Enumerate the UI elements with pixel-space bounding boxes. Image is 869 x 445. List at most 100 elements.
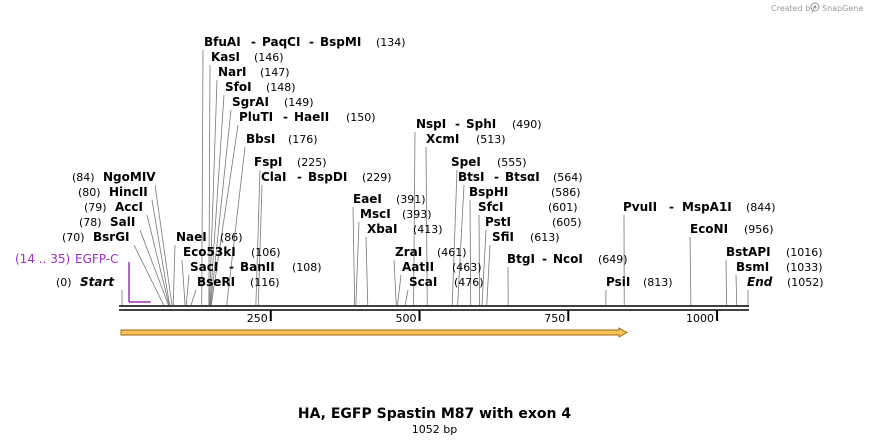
orf-arrow[interactable] (120, 327, 628, 338)
site-acci: AccI (115, 200, 143, 214)
site-group-nari[interactable]: NarI (147) (218, 65, 290, 79)
site-sali: SalI (110, 215, 135, 229)
site-group-aatii[interactable]: AatII (463) (402, 260, 482, 274)
axis-ticks: 250 500 750 1000 (247, 310, 719, 325)
leader-bstapi (725, 259, 727, 306)
leader-ngomiv (154, 184, 173, 306)
pos-bsphi: (586) (551, 186, 581, 199)
leader-eaei (352, 206, 356, 306)
leader-psti (481, 229, 487, 306)
site-group-eaei[interactable]: EaeI (391) (353, 192, 426, 206)
svg-text:-: - (455, 117, 460, 131)
site-group-nspi[interactable]: NspI - SphI (490) (416, 117, 542, 131)
site-group-econi[interactable]: EcoNI (956) (690, 222, 774, 236)
start-label: Start (80, 275, 115, 289)
site-group-clai[interactable]: ClaI - BspDI (229) (261, 170, 392, 184)
svg-text:-: - (297, 170, 302, 184)
pos-bseri: (116) (250, 276, 280, 289)
site-group-psii[interactable]: PsiI (813) (606, 275, 673, 289)
site-bsrgi: BsrGI (93, 230, 130, 244)
site-group-naei[interactable]: NaeI (86) (176, 230, 243, 244)
site-btsai: BtsαI (505, 170, 540, 184)
pos-psti: (605) (552, 216, 582, 229)
site-sfii: SfiI (492, 230, 514, 244)
leader-bseri (190, 289, 197, 306)
site-group-saci[interactable]: SacI - BanII (108) (190, 260, 322, 274)
site-group-fspi[interactable]: FspI (225) (254, 155, 327, 169)
pos-sphi: (490) (512, 118, 542, 131)
leader-sali (139, 229, 169, 306)
pos-fspi: (225) (297, 156, 327, 169)
site-group-btsi[interactable]: BtsI - BtsαI (564) (458, 170, 583, 184)
credit-brand: SnapGene (822, 4, 863, 13)
svg-text:-: - (309, 35, 314, 49)
leader-bfuai (201, 49, 204, 306)
leader-econi (689, 236, 692, 306)
site-group-hincii[interactable]: (80) HincII (78, 185, 148, 199)
site-group-bbsi[interactable]: BbsI (176) (246, 132, 318, 146)
pos-bspmi: (134) (376, 36, 406, 49)
site-group-eco53ki[interactable]: Eco53kI (106) (183, 245, 281, 259)
site-group-psti[interactable]: PstI (605) (485, 215, 582, 229)
site-group-spei[interactable]: SpeI (555) (451, 155, 527, 169)
site-group-zrai[interactable]: ZraI (461) (395, 245, 467, 259)
site-group-acci[interactable]: (79) AccI (84, 200, 143, 214)
leader-eco53ki (181, 259, 186, 306)
site-group-xbai[interactable]: XbaI (413) (367, 222, 443, 236)
site-group-sgrai[interactable]: SgrAI (149) (232, 95, 314, 109)
map-length: 1052 bp (412, 423, 457, 436)
svg-text:-: - (251, 35, 256, 49)
site-group-bsrgi[interactable]: (70) BsrGI (62, 230, 130, 244)
site-nari: NarI (218, 65, 247, 79)
pos-xcmi: (513) (476, 133, 506, 146)
site-bspdi: BspDI (308, 170, 347, 184)
pos-bstapi: (1016) (786, 246, 823, 259)
site-group-bseri[interactable]: BseRI (116) (197, 275, 280, 289)
pos-econi: (956) (744, 223, 774, 236)
svg-text:-: - (542, 252, 547, 266)
site-bspmi: BspMI (320, 35, 361, 49)
site-eaei: EaeI (353, 192, 382, 206)
leader-scai (404, 289, 409, 306)
site-hincii: HincII (109, 185, 148, 199)
leader-sfoi (209, 94, 225, 306)
site-pluti: PluTI (239, 110, 273, 124)
leader-xbai (365, 236, 369, 306)
site-psii: PsiI (606, 275, 630, 289)
pos-bspdi: (229) (362, 171, 392, 184)
sequence-backbone[interactable] (119, 305, 749, 311)
site-group-pluti[interactable]: PluTI - HaeII (150) (239, 110, 376, 124)
feature-name[interactable]: EGFP-C (75, 252, 118, 266)
site-group-sfoi[interactable]: SfoI (148) (225, 80, 296, 94)
site-group-btgi[interactable]: BtgI - NcoI (649) (507, 252, 628, 266)
site-msci: MscI (360, 207, 391, 221)
site-group-bfuai[interactable]: BfuAI - PaqCI - BspMI (134) (204, 35, 406, 49)
pos-aatii: (463) (452, 261, 482, 274)
site-nspi: NspI (416, 117, 446, 131)
map-title: HA, EGFP Spastin M87 with exon 4 (298, 406, 572, 422)
site-group-bsmi[interactable]: BsmI (1033) (736, 260, 823, 274)
pos-naei: (86) (220, 231, 243, 244)
site-group-sali[interactable]: (78) SalI (79, 215, 135, 229)
tick-label: 1000 (686, 312, 714, 325)
site-bbsi: BbsI (246, 132, 275, 146)
pos-sfci: (601) (548, 201, 578, 214)
site-group-msci[interactable]: MscI (393) (360, 207, 432, 221)
site-group-scai[interactable]: ScaI (476) (409, 275, 484, 289)
site-group-bstapi[interactable]: BstAPI (1016) (726, 245, 823, 259)
tick-label: 250 (247, 312, 268, 325)
site-group-pvuii[interactable]: PvuII - MspA1I (844) (623, 200, 776, 214)
leader-aatii (397, 274, 402, 306)
site-group-kasi[interactable]: KasI (146) (211, 50, 284, 64)
site-group-sfii[interactable]: SfiI (613) (492, 230, 560, 244)
site-group-bsphi[interactable]: BspHI (586) (469, 185, 581, 199)
start-pos: (0) (56, 276, 72, 289)
site-group-sfci[interactable]: SfcI (601) (478, 200, 578, 214)
site-group-ngomiv[interactable]: (84) NgoMIV (72, 170, 156, 184)
pos-ngomiv: (84) (72, 171, 95, 184)
site-saci: SacI (190, 260, 218, 274)
site-group-xcmi[interactable]: XcmI (513) (426, 132, 506, 146)
leader-hincii (151, 199, 170, 306)
pos-msci: (393) (402, 208, 432, 221)
pos-psii: (813) (643, 276, 673, 289)
